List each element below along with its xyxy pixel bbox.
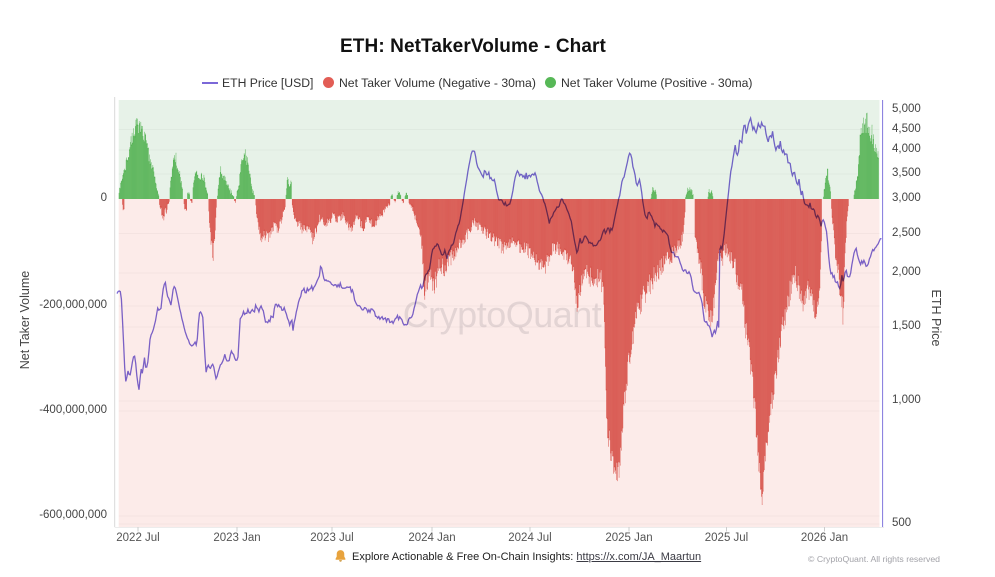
svg-text:CryptoQuant: CryptoQuant bbox=[403, 294, 602, 335]
